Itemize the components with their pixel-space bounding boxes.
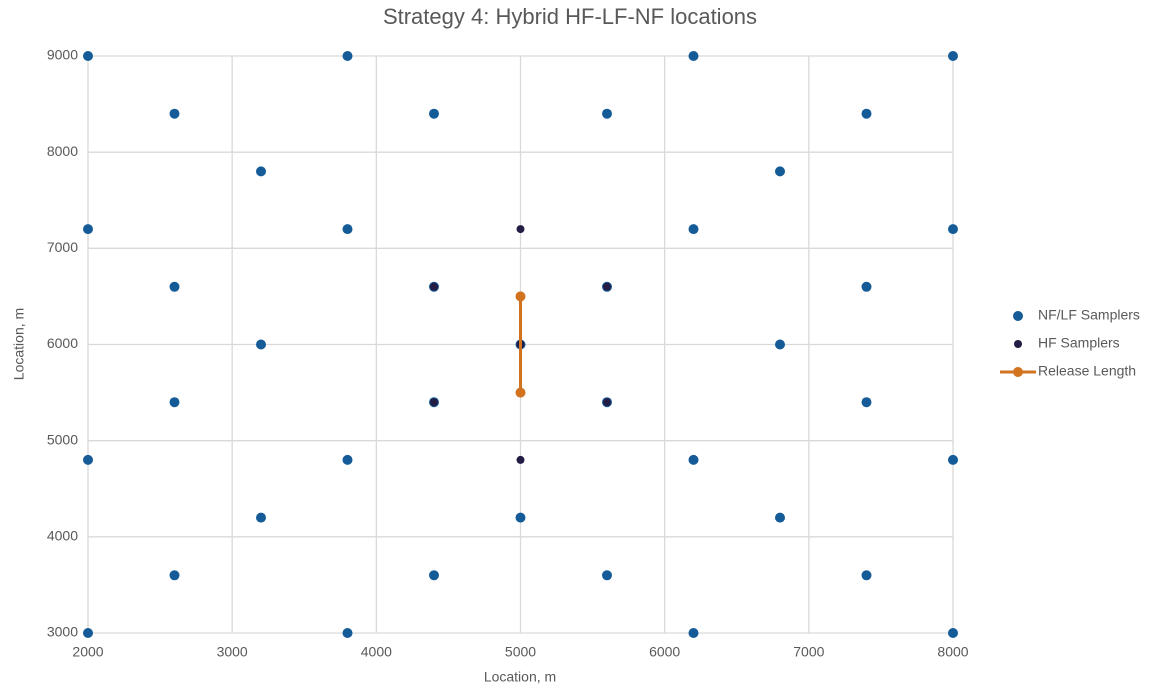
- sampler-point: [430, 398, 438, 407]
- x-tick-label: 4000: [361, 644, 392, 660]
- sampler-point: [861, 570, 872, 581]
- sampler-point: [342, 454, 353, 465]
- sampler-point: [948, 628, 958, 638]
- y-tick-label: 3000: [47, 624, 78, 640]
- x-axis-label: Location, m: [484, 669, 556, 685]
- legend-label: HF Samplers: [1038, 335, 1120, 351]
- sampler-point: [775, 512, 785, 523]
- sampler-point: [516, 225, 525, 234]
- sampler-point: [256, 512, 266, 523]
- legend-marker: [1013, 367, 1023, 377]
- sampler-point: [688, 454, 699, 465]
- x-tick-label: 2000: [72, 644, 103, 660]
- release-point: [515, 291, 526, 302]
- legend-label: Release Length: [1038, 363, 1136, 379]
- sampler-point: [603, 282, 611, 291]
- chart-title: Strategy 4: Hybrid HF-LF-NF locations: [383, 4, 757, 29]
- sampler-point: [83, 224, 93, 235]
- x-tick-label: 7000: [793, 644, 824, 660]
- sampler-point: [169, 108, 180, 119]
- y-axis-label: Location, m: [11, 308, 27, 380]
- x-tick-label: 3000: [217, 644, 248, 660]
- sampler-point: [861, 397, 872, 408]
- y-tick-label: 7000: [47, 239, 78, 255]
- y-tick-label: 6000: [47, 335, 78, 351]
- y-tick-label: 8000: [47, 143, 78, 159]
- sampler-point: [342, 51, 353, 61]
- sampler-point: [256, 339, 266, 350]
- y-tick-label: 9000: [47, 47, 78, 63]
- sampler-point: [602, 570, 612, 581]
- sampler-point: [342, 628, 353, 638]
- legend-marker: [1014, 340, 1022, 348]
- x-tick-label: 8000: [937, 644, 968, 660]
- sampler-point: [775, 339, 785, 350]
- sampler-point: [429, 108, 439, 119]
- sampler-point: [775, 166, 785, 177]
- legend-marker: [1013, 311, 1023, 321]
- sampler-point: [169, 281, 180, 292]
- release-point: [515, 387, 526, 398]
- y-tick-label: 5000: [47, 431, 78, 447]
- sampler-point: [429, 570, 439, 581]
- sampler-point: [83, 454, 93, 465]
- sampler-point: [688, 51, 699, 61]
- sampler-point: [169, 570, 180, 581]
- sampler-point: [83, 628, 93, 638]
- sampler-point: [83, 51, 93, 61]
- sampler-point: [688, 628, 699, 638]
- x-tick-label: 6000: [649, 644, 680, 660]
- sampler-point: [169, 397, 180, 408]
- sampler-point: [861, 108, 872, 119]
- sampler-point: [688, 224, 699, 235]
- sampler-point: [516, 455, 525, 464]
- sampler-point: [602, 108, 612, 119]
- sampler-point: [430, 282, 438, 291]
- sampler-point: [603, 398, 611, 407]
- sampler-point: [861, 281, 872, 292]
- y-tick-label: 4000: [47, 528, 78, 544]
- sampler-point: [948, 51, 958, 61]
- sampler-point: [948, 224, 958, 235]
- sampler-point: [256, 166, 266, 177]
- sampler-point: [515, 512, 526, 523]
- legend-label: NF/LF Samplers: [1038, 307, 1140, 323]
- sampler-point: [342, 224, 353, 235]
- x-tick-label: 5000: [505, 644, 536, 660]
- sampler-point: [948, 454, 958, 465]
